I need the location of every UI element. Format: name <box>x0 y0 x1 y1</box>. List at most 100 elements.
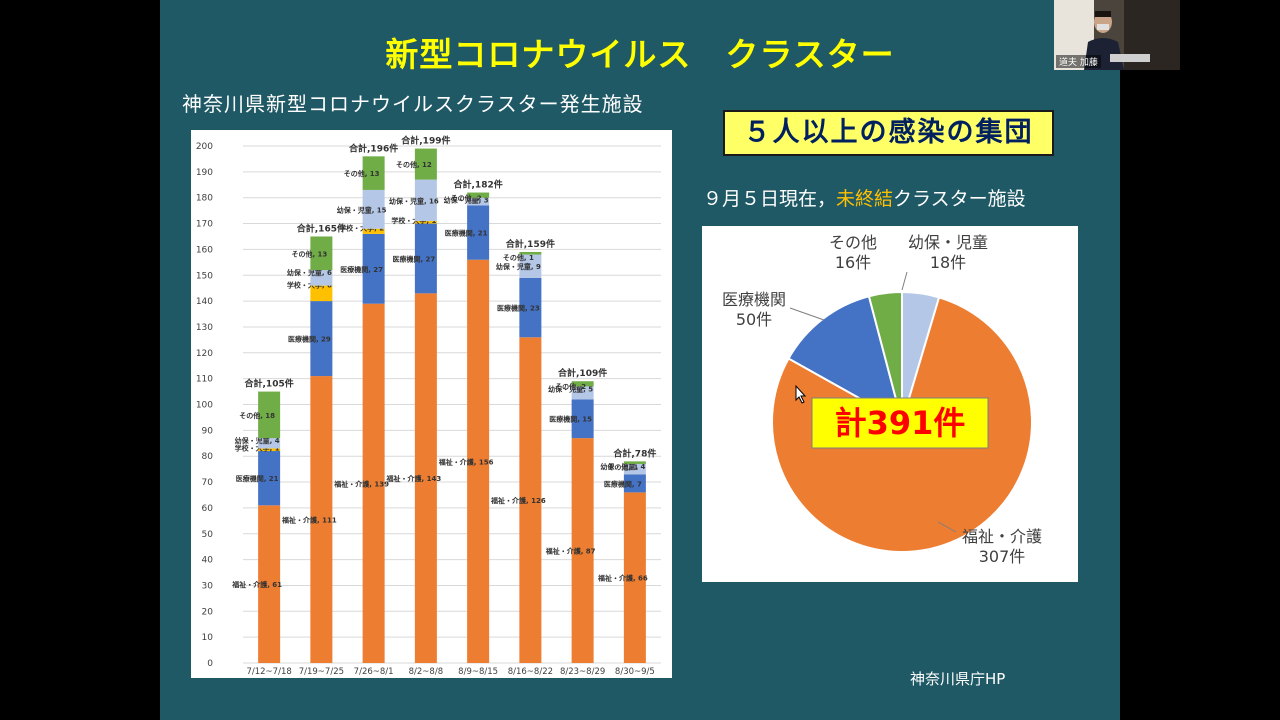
data-label: その他, 18 <box>239 411 275 420</box>
data-label: その他, 13 <box>344 169 380 178</box>
bar-segment <box>623 474 646 493</box>
data-label: 幼保・児童, 6 <box>287 268 332 277</box>
data-label: 医療機関, 15 <box>549 415 592 424</box>
bar-segment <box>362 233 385 304</box>
bar-segment <box>258 451 281 506</box>
y-tick-label: 130 <box>196 323 213 333</box>
y-tick-label: 200 <box>196 142 213 152</box>
data-label: 医療機関, 29 <box>288 335 331 344</box>
y-tick-label: 0 <box>207 659 213 669</box>
data-label: 医療機関, 21 <box>236 474 279 483</box>
y-tick-label: 120 <box>196 349 213 359</box>
data-label: その他, 1 <box>503 253 534 262</box>
status-prefix: ９月５日現在， <box>703 188 837 210</box>
status-line: ９月５日現在，未終結クラスター施設 <box>703 184 1026 211</box>
pie-slice-name: その他 <box>829 233 877 252</box>
bar-segment <box>310 376 333 663</box>
pie-slice-value: 50件 <box>736 310 772 329</box>
y-tick-label: 190 <box>196 168 213 178</box>
data-label: その他, 12 <box>396 160 432 169</box>
bar-total-label: 合計,78件 <box>613 447 656 459</box>
pie-slice <box>867 290 903 423</box>
bar-total-label: 合計,159件 <box>506 238 555 250</box>
bar-total-label: 合計,196件 <box>349 142 398 154</box>
chart-subtitle: 神奈川県新型コロナウイルスクラスター発生施設 <box>182 92 644 116</box>
bar-segment <box>414 179 437 221</box>
bar-segment <box>414 148 437 180</box>
bar-segment <box>519 277 542 338</box>
data-label: その他, 13 <box>291 249 327 258</box>
bar-segment <box>467 259 490 663</box>
x-tick-label: 8/2~8/8 <box>409 667 443 677</box>
bar-segment <box>571 381 594 387</box>
slide: 新型コロナウイルス クラスター 神奈川県新型コロナウイルスクラスター発生施設 0… <box>160 0 1120 720</box>
y-tick-label: 180 <box>196 194 213 204</box>
y-tick-label: 20 <box>202 607 214 617</box>
data-label: 福祉・介護, 156 <box>438 457 494 466</box>
data-label: 幼保・児童, 4 <box>235 436 280 445</box>
bar-total-label: 合計,165件 <box>297 222 346 234</box>
data-label: 医療機関, 23 <box>497 304 540 313</box>
bar-segment <box>258 438 281 449</box>
status-suffix: クラスター施設 <box>893 188 1026 210</box>
data-label: 学校・大学, 1 <box>391 216 436 225</box>
pie-slice-name: 福祉・介護 <box>962 527 1042 546</box>
data-label: 学校・大学, 2 <box>339 224 384 233</box>
bar-total-label: 合計,199件 <box>401 135 450 147</box>
webcam-thumbnail[interactable]: 道夫 加藤 <box>1054 0 1180 70</box>
bar-segment <box>310 236 333 271</box>
data-label: 幼保・児童, 3 <box>444 196 489 205</box>
bar-segment <box>258 448 281 452</box>
y-tick-label: 90 <box>202 426 214 436</box>
data-label: 幼保・児童, 9 <box>496 262 541 271</box>
bar-total-label: 合計,109件 <box>558 367 607 379</box>
bar-segment <box>467 205 490 260</box>
y-tick-label: 100 <box>196 401 213 411</box>
y-tick-label: 160 <box>196 245 213 255</box>
pie-slice-value: 307件 <box>979 547 1026 566</box>
bar-segment <box>258 505 281 663</box>
y-tick-label: 40 <box>202 556 214 566</box>
status-highlight: 未終結 <box>836 188 894 210</box>
y-tick-label: 30 <box>202 581 214 591</box>
pie-slice-value: 16件 <box>835 253 871 272</box>
data-label: 福祉・介護, 111 <box>281 516 337 525</box>
x-tick-label: 7/19~7/25 <box>299 667 344 677</box>
x-tick-label: 8/23~8/29 <box>560 667 605 677</box>
bar-segment <box>362 189 385 229</box>
pie-slice-value: 18件 <box>930 253 966 272</box>
data-label: 福祉・介護, 139 <box>333 479 389 488</box>
total-box <box>811 397 989 449</box>
x-tick-label: 8/9~8/15 <box>458 667 498 677</box>
bar-segment <box>310 270 333 286</box>
definition-banner: ５人以上の感染の集団 <box>723 110 1054 156</box>
bar-segment <box>623 492 646 663</box>
x-tick-label: 8/30~9/5 <box>615 667 655 677</box>
y-tick-label: 150 <box>196 271 213 281</box>
bar-segment <box>362 228 385 234</box>
bar-segment <box>623 463 646 475</box>
slide-title: 新型コロナウイルス クラスター <box>385 35 895 74</box>
bar-segment <box>414 220 437 224</box>
data-label: 幼保・児童, 15 <box>337 205 387 214</box>
y-tick-label: 60 <box>202 504 214 514</box>
bar-segment <box>258 391 281 439</box>
bar-segment <box>519 254 542 278</box>
bar-segment <box>571 386 594 400</box>
data-label: 医療機関, 27 <box>392 254 435 263</box>
y-tick-label: 10 <box>202 633 214 643</box>
bar-total-label: 合計,105件 <box>245 378 294 390</box>
y-tick-label: 70 <box>202 478 214 488</box>
bar-segment <box>519 337 542 663</box>
bar-segment <box>623 461 646 464</box>
data-label: 学校・大学, 6 <box>287 281 332 290</box>
data-label: 医療機関, 27 <box>340 265 383 274</box>
data-label: 福祉・介護, 61 <box>231 580 282 589</box>
data-label: その他, 1 <box>607 462 638 471</box>
bar-segment <box>414 223 437 294</box>
webcam-name: 道夫 加藤 <box>1056 55 1101 68</box>
stacked-bar-chart: 0 10 20 30 40 50 60 70 80 90 100 110 120 130 140 150 160… <box>196 135 661 677</box>
pie-chart-panel: 幼保・児童 18件 福祉・介護 307件 医療機関 50件 その他 16件 計391件 <box>702 226 1078 582</box>
data-label: その他, 2 <box>451 194 482 203</box>
